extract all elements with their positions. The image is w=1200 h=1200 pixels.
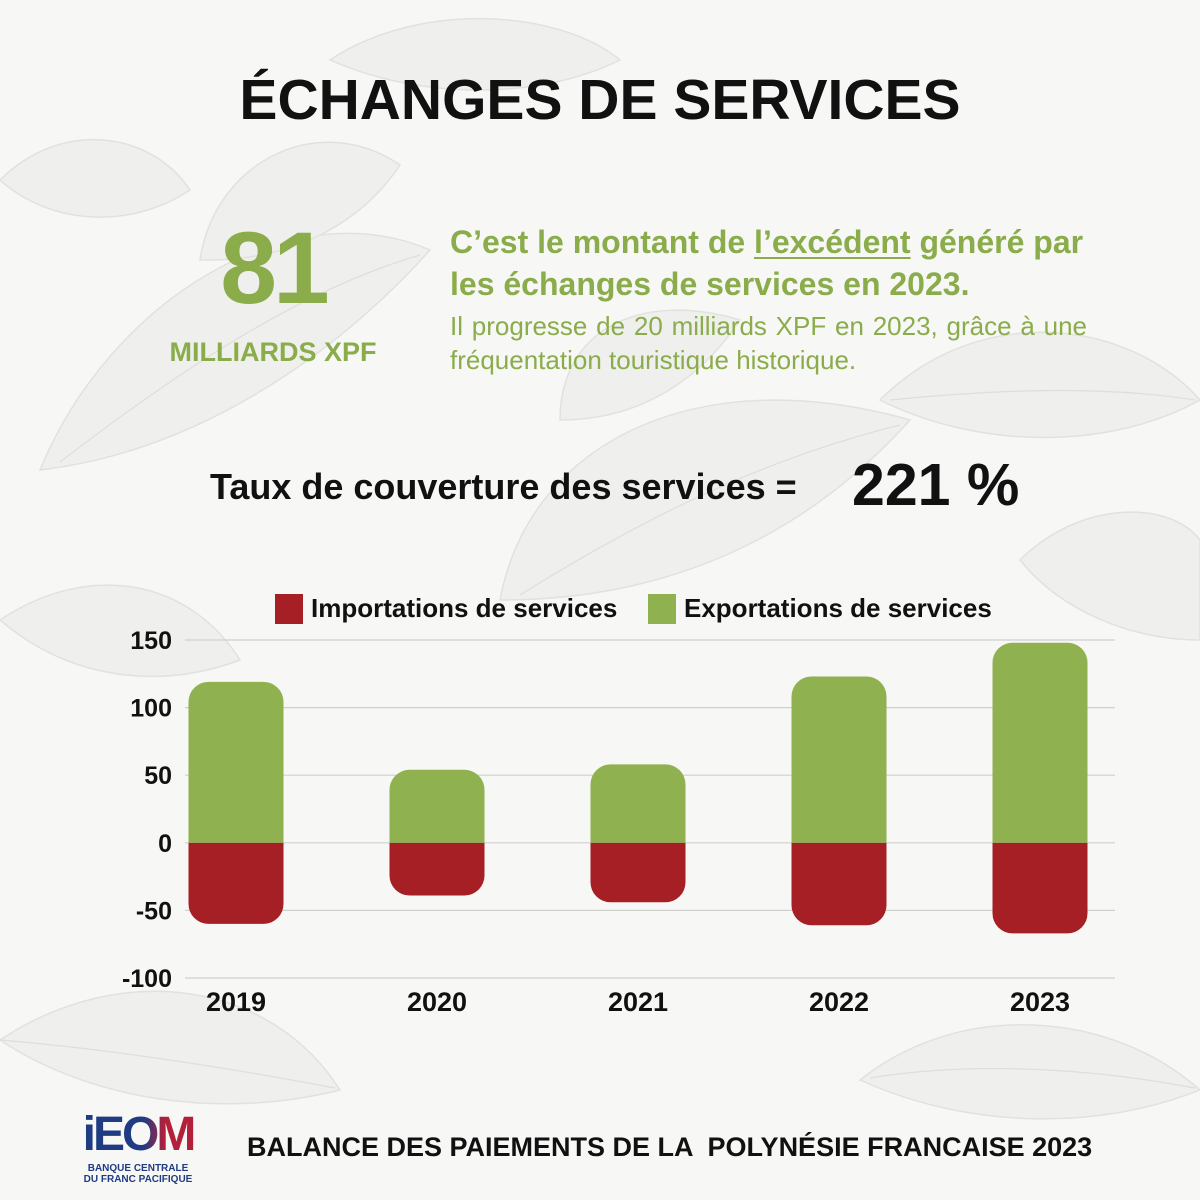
x-tick-label: 2023 <box>1010 987 1070 1017</box>
logo-subtitle-line-1: BANQUE CENTRALE <box>87 1163 189 1174</box>
surplus-headline-line-1: C’est le montant de l’excédent généré pa… <box>450 221 1110 263</box>
imports-bar-2019 <box>188 842 284 924</box>
legend-swatch-exports <box>648 594 676 624</box>
coverage-rate-label: Taux de couverture des services = <box>210 466 797 507</box>
exports-bar-2023 <box>992 642 1088 843</box>
imports-bar-2023 <box>992 842 1088 934</box>
x-tick-label: 2022 <box>809 987 869 1017</box>
imports-bar-2020 <box>389 842 485 896</box>
imports-bar-2021 <box>590 842 686 903</box>
x-tick-label: 2021 <box>608 987 668 1017</box>
exports-bar-2020 <box>389 769 485 843</box>
surplus-unit: MILLIARDS XPF <box>169 337 377 367</box>
y-tick-label: 0 <box>158 830 172 858</box>
legend-swatch-imports <box>275 594 303 624</box>
surplus-detail: Il progresse de 20 milliards XPF en 2023… <box>450 311 1087 375</box>
headline-text-start: C’est le montant de <box>450 224 755 260</box>
logo-subtitle-line-2: DU FRANC PACIFIQUE <box>83 1174 193 1185</box>
y-tick-label: 100 <box>130 695 172 723</box>
coverage-rate-value: 221 % <box>852 452 1020 518</box>
footer-caption: BALANCE DES PAIEMENTS DE LA POLYNÉSIE FR… <box>247 1132 1093 1162</box>
floral-petal <box>0 139 192 218</box>
x-tick-label: 2020 <box>407 987 467 1017</box>
exports-bar-2019 <box>188 681 284 843</box>
y-tick-label: 50 <box>144 762 172 790</box>
headline-emphasis: l’excédent <box>754 224 911 260</box>
surplus-headline-line-2: les échanges de services en 2023. <box>450 266 970 302</box>
floral-vein <box>889 389 1196 401</box>
x-tick-label: 2019 <box>206 987 266 1017</box>
legend-label-imports: Importations de services <box>311 593 618 623</box>
headline-text-end: généré par <box>910 224 1084 260</box>
y-tick-label: -100 <box>122 965 172 993</box>
y-tick-label: -50 <box>136 897 172 925</box>
services-trade-chart: 150 100 50 0 -50 -100 2019 2020 2021 2022 2023 <box>122 627 1115 1017</box>
y-tick-label: 150 <box>130 627 172 655</box>
surplus-headline: C’est le montant de l’excédent généré pa… <box>450 221 1110 305</box>
page-title: ÉCHANGES DE SERVICES <box>239 68 961 132</box>
imports-bar-2022 <box>791 842 887 926</box>
exports-bar-2022 <box>791 676 887 843</box>
legend-label-exports: Exportations de services <box>684 593 992 623</box>
ieom-logo: iEOM <box>78 1108 198 1162</box>
exports-bar-2021 <box>590 764 686 843</box>
floral-vein <box>869 1067 1196 1089</box>
surplus-value: 81 <box>220 211 329 325</box>
floral-vein <box>0 1039 336 1089</box>
